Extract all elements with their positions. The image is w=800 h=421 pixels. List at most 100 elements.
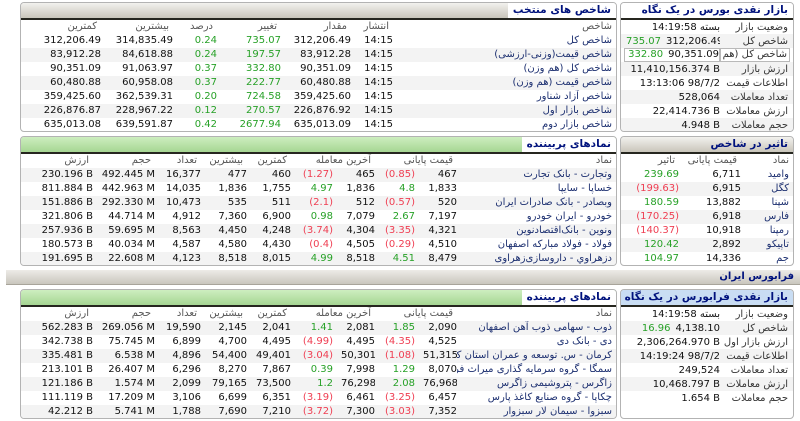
index-change: 724.58	[246, 91, 281, 102]
symbol-row[interactable]: دی - بانک دی 4,525 (4.35) 4,495 (4.99) 4…	[21, 335, 616, 349]
symbol-row[interactable]: ونوین - بانک‌اقتصادنوین 4,321 (3.35) 4,3…	[21, 224, 616, 238]
overview-row[interactable]: شاخص کل 16.96 4,138.10	[621, 321, 793, 335]
symbol-row[interactable]: دزهراوي - داروسازی‌زهراوی 8,479 4.51 8,5…	[21, 252, 616, 265]
overview-row-label: حجم معاملات	[731, 119, 788, 131]
symbol-row[interactable]: زاگرس - پتروشیمی زاگرس 76,968 2.08 76,29…	[21, 377, 616, 391]
overview-row[interactable]: شاخص کل (هم وزن) 332.80 90,351.09	[621, 48, 793, 62]
symbol-row[interactable]: وتجارت - بانک تجارت 467 (0.85) 465 (1.27…	[21, 168, 616, 182]
impact-header-row: نماد قیمت پایانی تاثیر	[621, 154, 793, 168]
impact-row[interactable]: جم 14,336 104.97	[621, 252, 793, 265]
index-row[interactable]: شاخص بازار اول 14:15 226,876.92 270.57 0…	[21, 104, 616, 118]
index-publish-time: 14:15	[364, 49, 393, 60]
overview-row[interactable]: ارزش معاملات 10,468.797 B	[621, 377, 793, 391]
symbol-last-pct: (3.72)	[302, 406, 333, 417]
overview-row-value: 13:13:06 98/7/2	[624, 77, 720, 90]
index-row[interactable]: شاخص بازار دوم 14:15 635,013.09 2677.94 …	[21, 118, 616, 131]
index-percent: 0.24	[194, 49, 217, 60]
symbol-row[interactable]: سبزوا - سیمان لار سبزوار 7,352 (3.03) 7,…	[21, 405, 616, 418]
impact-row[interactable]: فارس 6,918 (170.25)	[621, 210, 793, 224]
col-count: تعداد	[176, 308, 197, 319]
impact-row[interactable]: تاپیکو 2,892 120.42	[621, 238, 793, 252]
impact-row[interactable]: شپنا 13,882 180.59	[621, 196, 793, 210]
overview-row[interactable]: حجم معاملات 1.654 B	[621, 391, 793, 405]
symbol-high: 4,580	[218, 239, 247, 250]
overview-row-value: 735.07 312,206.49	[624, 35, 720, 48]
overview-row-change: 16.96	[641, 322, 671, 334]
bourse-overview-header: بازار نقدی بورس در یک نگاه	[621, 3, 793, 20]
index-value: 312,206.49	[293, 35, 351, 46]
col-last-trade: آخرین معامله	[315, 308, 371, 319]
symbol-row[interactable]: خودرو - ایران خودرو 7,197 2.67 7,079 0.9…	[21, 210, 616, 224]
overview-row[interactable]: تعداد معاملات 528,064	[621, 90, 793, 104]
overview-row[interactable]: ارزش معاملات 22,414.736 B	[621, 104, 793, 118]
impact-symbol: جم	[776, 253, 789, 264]
overview-row-label: شاخص کل (هم وزن)	[720, 48, 790, 62]
symbol-volume: 1.574 M	[114, 378, 155, 389]
index-publish-time: 14:15	[364, 63, 393, 74]
symbol-count: 4,912	[172, 211, 201, 222]
overview-row[interactable]: تعداد معاملات 249,524	[621, 363, 793, 377]
index-high: 314,835.49	[115, 35, 173, 46]
symbol-row[interactable]: چکاپا - گروه صنایع کاغذ پارس 6,457 (3.25…	[21, 391, 616, 405]
symbol-low: 7,867	[262, 364, 291, 375]
overview-row[interactable]: وضعیت بازار بسته 14:19:58	[621, 307, 793, 321]
ifb-overview-title[interactable]: بازار نقدی فرابورس در یک نگاه	[624, 291, 788, 303]
index-high: 84,618.88	[122, 49, 173, 60]
overview-row[interactable]: شاخص کل 735.07 312,206.49	[621, 34, 793, 48]
symbol-volume: 269.056 M	[101, 322, 155, 333]
overview-row-value: 332.80 90,351.09	[624, 48, 720, 62]
symbol-close: 6,457	[428, 392, 458, 403]
index-row[interactable]: شاخص کل 14:15 312,206.49 735.07 0.24 314…	[21, 34, 616, 48]
overview-row[interactable]: وضعیت بازار بسته 14:19:58	[621, 20, 793, 34]
symbol-count: 2,099	[172, 378, 201, 389]
col-symbol: نماد	[772, 155, 789, 166]
symbol-row[interactable]: سمگا - گروه سرمایه گذاری میراث فرهنگی 8,…	[21, 363, 616, 377]
impact-row[interactable]: وامید 6,711 239.69	[621, 168, 793, 182]
symbol-value: 562.283 B	[41, 322, 93, 333]
overview-row[interactable]: ارزش بازار 11,410,156.374 B	[621, 62, 793, 76]
index-row[interactable]: شاخص قیمت(وزنی-ارزشی) 14:15 83,912.28 19…	[21, 48, 616, 62]
band-watched: تاثیر در شاخص نماد قیمت پایانی تاثیر وام…	[0, 134, 800, 268]
symbol-value: 151.886 B	[41, 197, 93, 208]
symbol-count: 14,035	[166, 183, 201, 194]
symbol-last: 8,518	[346, 253, 375, 264]
impact-row[interactable]: رمپنا 10,918 (140.37)	[621, 224, 793, 238]
symbol-high: 1,836	[218, 183, 247, 194]
overview-row-label: ارزش بازار اول و دوم	[720, 336, 788, 348]
symbol-close-pct: (3.03)	[384, 406, 416, 417]
index-change: 332.80	[246, 63, 281, 74]
symbol-row[interactable]: فولاد - فولاد مبارکه اصفهان 4,510 (0.29)…	[21, 238, 616, 252]
symbol-name: ونوین - بانک‌اقتصادنوین	[516, 225, 612, 236]
symbol-last: 4,505	[346, 239, 375, 250]
band-bourse: بازار نقدی بورس در یک نگاه وضعیت بازار ب…	[0, 0, 800, 134]
index-row[interactable]: شاخص کل (هم وزن) 14:15 90,351.09 332.80 …	[21, 62, 616, 76]
col-low: کمترین	[257, 155, 287, 166]
overview-row[interactable]: اطلاعات قیمت 13:13:06 98/7/2	[621, 76, 793, 90]
symbol-row[interactable]: وبصادر - بانک صادرات ایران 520 (0.57) 51…	[21, 196, 616, 210]
overview-row[interactable]: حجم معاملات 4.948 B	[621, 118, 793, 131]
symbol-count: 10,473	[166, 197, 201, 208]
symbol-close-pct: (4.35)	[384, 336, 416, 347]
index-value: 635,013.09	[293, 119, 351, 130]
index-name: شاخص کل (هم وزن)	[523, 63, 612, 74]
symbol-row[interactable]: کرمان - س. توسعه و عمران استان کرمان 51,…	[21, 349, 616, 363]
index-percent: 0.42	[194, 119, 217, 130]
symbol-row[interactable]: ذوب - سهامی ذوب آهن اصفهان 2,090 1.85 2,…	[21, 321, 616, 335]
overview-row[interactable]: اطلاعات قیمت 14:19:24 98/7/2	[621, 349, 793, 363]
bourse-overview-title[interactable]: بازار نقدی بورس در یک نگاه	[641, 4, 788, 16]
symbol-count: 19,590	[166, 322, 201, 333]
index-row[interactable]: شاخص قیمت (هم وزن) 14:15 60,480.88 222.7…	[21, 76, 616, 90]
symbol-high: 79,165	[212, 378, 247, 389]
index-row[interactable]: شاخص آزاد شناور 14:15 359,425.60 724.58 …	[21, 90, 616, 104]
index-high: 228,967.22	[115, 105, 173, 116]
selected-indices-panel: شاخص های منتخب شاخص انتشار مقدار تغییر د…	[20, 2, 617, 132]
symbol-low: 460	[271, 169, 291, 180]
symbol-row[interactable]: خساپا - سایپا 1,833 4.8 1,836 4.97 1,755…	[21, 182, 616, 196]
impact-row[interactable]: کگل 6,915 (199.63)	[621, 182, 793, 196]
index-percent: 0.24	[194, 35, 217, 46]
index-name: شاخص بازار دوم	[542, 119, 612, 130]
impact-close-price: 10,918	[706, 225, 741, 236]
overview-row[interactable]: ارزش بازار اول و دوم 2,306,264.970 B	[621, 335, 793, 349]
symbol-close-pct: (0.85)	[384, 169, 416, 180]
symbol-volume: 6.538 M	[114, 350, 155, 361]
